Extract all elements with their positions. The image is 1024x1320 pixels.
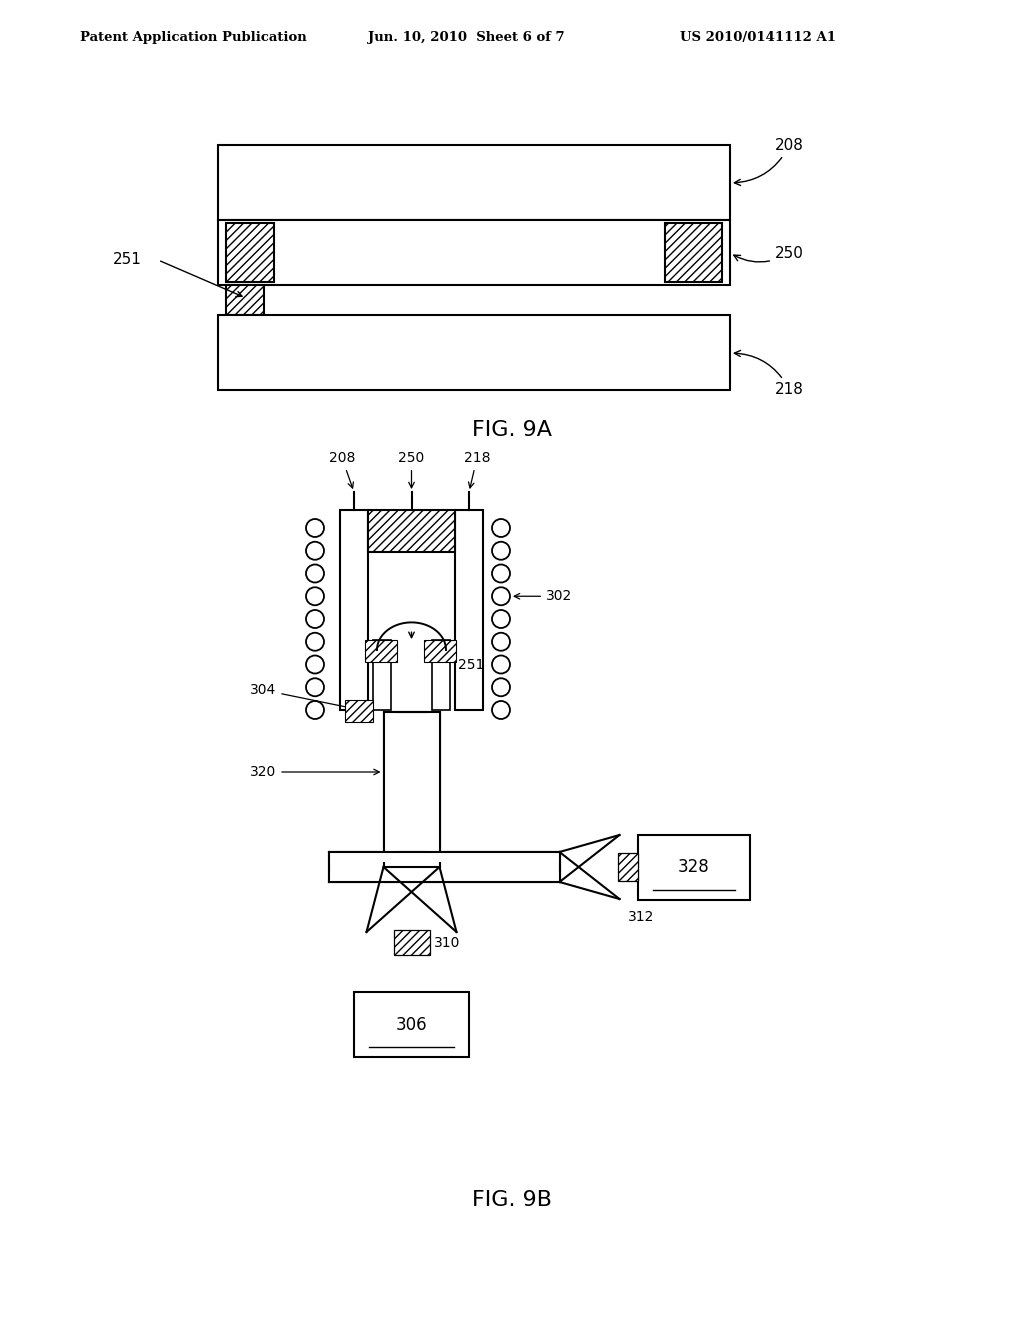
Circle shape	[306, 701, 324, 719]
Bar	[329, 873, 559, 882]
Bar	[424, 640, 456, 663]
Text: US 2010/0141112 A1: US 2010/0141112 A1	[680, 30, 836, 44]
Bar	[329, 851, 559, 862]
Bar	[617, 853, 638, 880]
Circle shape	[306, 565, 324, 582]
Bar	[455, 510, 483, 710]
Text: 302: 302	[514, 589, 572, 603]
Circle shape	[492, 632, 510, 651]
Circle shape	[306, 678, 324, 696]
Bar	[373, 640, 391, 710]
Text: 250: 250	[398, 451, 425, 488]
Text: 310: 310	[433, 936, 460, 950]
Bar	[345, 700, 373, 722]
Text: 306: 306	[395, 1015, 427, 1034]
Circle shape	[306, 541, 324, 560]
Circle shape	[492, 565, 510, 582]
Text: 218: 218	[464, 451, 490, 488]
Bar	[368, 510, 455, 552]
Text: 208: 208	[329, 451, 355, 488]
Bar	[226, 223, 274, 282]
Bar	[432, 640, 450, 710]
Bar	[384, 711, 439, 867]
Circle shape	[306, 610, 324, 628]
Circle shape	[492, 519, 510, 537]
Circle shape	[492, 678, 510, 696]
Bar	[329, 851, 559, 882]
Bar	[638, 834, 750, 899]
Text: 250: 250	[734, 246, 804, 261]
Text: Jun. 10, 2010  Sheet 6 of 7: Jun. 10, 2010 Sheet 6 of 7	[368, 30, 564, 44]
Text: FIG. 9A: FIG. 9A	[472, 420, 552, 440]
Circle shape	[492, 587, 510, 606]
Bar	[226, 285, 264, 315]
Text: 328: 328	[678, 858, 710, 876]
Text: 208: 208	[734, 137, 804, 186]
Circle shape	[492, 701, 510, 719]
Bar	[218, 145, 730, 220]
Circle shape	[306, 632, 324, 651]
Text: 251: 251	[113, 252, 142, 268]
Circle shape	[306, 587, 324, 606]
Text: FIG. 9B: FIG. 9B	[472, 1191, 552, 1210]
Bar	[427, 711, 439, 867]
Circle shape	[492, 610, 510, 628]
Bar	[218, 220, 730, 285]
Text: 304: 304	[250, 682, 357, 710]
Bar	[665, 223, 722, 282]
Bar	[218, 315, 730, 389]
Circle shape	[492, 656, 510, 673]
Circle shape	[492, 541, 510, 560]
Bar	[393, 931, 429, 954]
Text: 251: 251	[458, 657, 484, 672]
Text: 218: 218	[734, 350, 804, 397]
Circle shape	[306, 519, 324, 537]
Bar	[340, 510, 368, 710]
Text: Patent Application Publication: Patent Application Publication	[80, 30, 307, 44]
Circle shape	[306, 656, 324, 673]
Text: 312: 312	[628, 909, 654, 924]
Bar	[384, 711, 395, 867]
Bar	[365, 640, 397, 663]
Text: 320: 320	[250, 766, 379, 779]
Bar	[354, 993, 469, 1057]
